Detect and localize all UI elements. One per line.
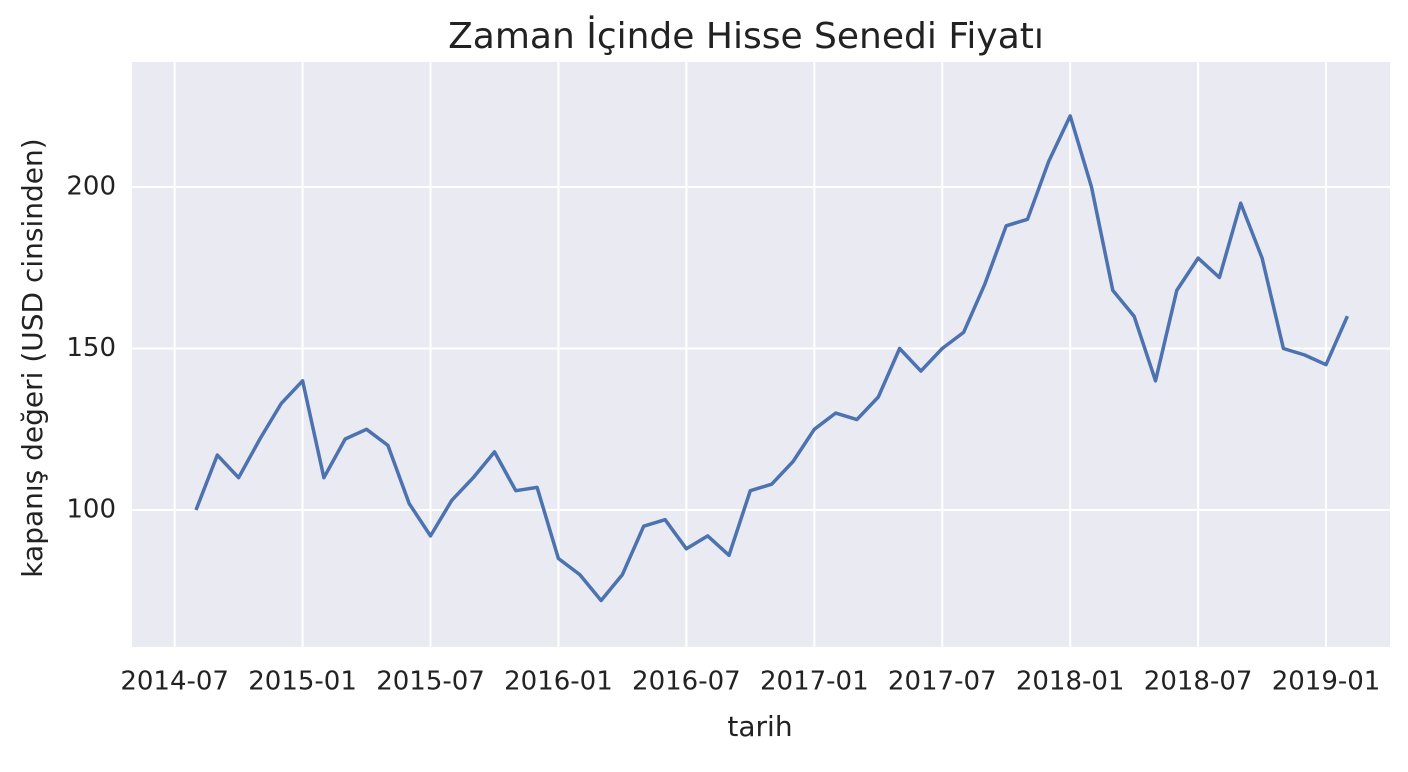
x-tick-label: 2016-01	[504, 667, 613, 697]
chart-title: Zaman İçinde Hisse Senedi Fiyatı	[448, 15, 1044, 57]
y-axis-label: kapanış değeri (USD cinsinden)	[16, 138, 49, 577]
y-tick-label: 200	[66, 172, 116, 202]
x-tick-label: 2018-07	[1144, 667, 1253, 697]
x-tick-label: 2017-07	[888, 667, 997, 697]
x-tick-label: 2018-01	[1016, 667, 1125, 697]
y-tick-label: 150	[66, 333, 116, 363]
plot-area	[132, 62, 1390, 647]
x-tick-label: 2019-01	[1272, 667, 1381, 697]
x-axis-label: tarih	[727, 710, 792, 743]
y-tick-label: 100	[66, 495, 116, 525]
x-tick-label: 2016-07	[632, 667, 741, 697]
x-tick-label: 2014-07	[120, 667, 229, 697]
x-tick-label: 2015-01	[248, 667, 357, 697]
price-line	[194, 114, 1350, 603]
x-tick-label: 2017-01	[760, 667, 869, 697]
x-tick-label: 2015-07	[376, 667, 485, 697]
